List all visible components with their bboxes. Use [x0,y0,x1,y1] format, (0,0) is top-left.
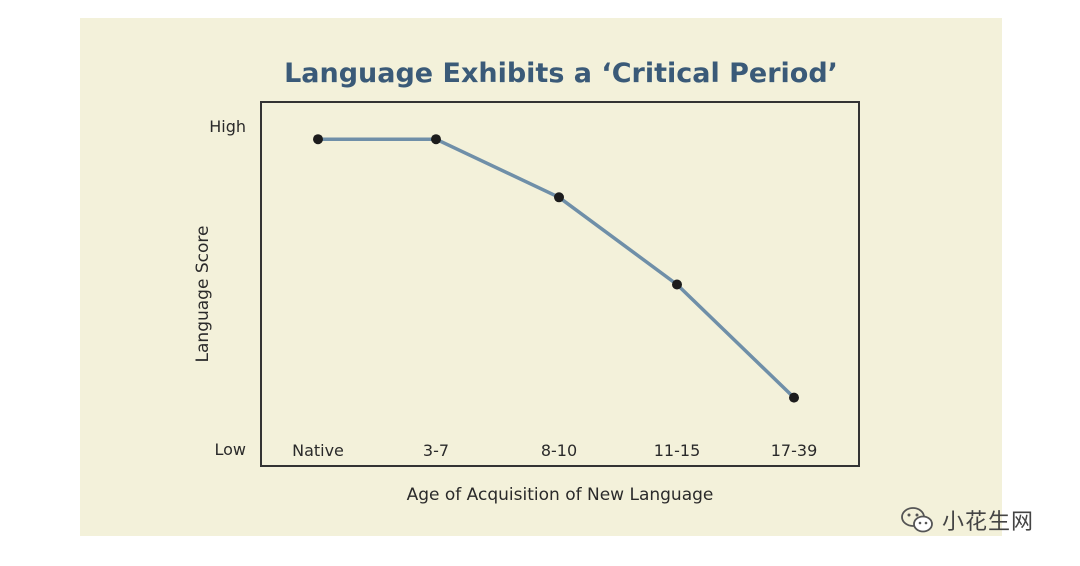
watermark: 小花生网 [900,500,1034,540]
x-tick-label: 3-7 [423,441,449,460]
watermark-text: 小花生网 [942,510,1035,535]
data-point [313,134,323,145]
y-axis-label: Language Score [193,226,213,363]
wechat-icon [901,507,933,533]
series-layer [313,134,799,403]
x-tick-label: Native [292,441,344,460]
x-axis-label: Age of Acquisition of New Language [407,485,714,505]
x-tick-layer: Native 3-7 8-10 11-15 17-39 [292,441,817,460]
data-point [554,192,564,203]
chart-panel: Language Exhibits a ‘Critical Period’ Hi… [80,18,1002,536]
x-tick-label: 17-39 [771,441,818,460]
data-point [431,134,441,145]
line-chart: Language Exhibits a ‘Critical Period’ Hi… [193,58,860,505]
y-level-high: High [209,117,246,136]
series-line [318,137,796,399]
x-tick-label: 8-10 [541,441,577,460]
data-point [672,279,682,290]
x-tick-label: 11-15 [654,441,701,460]
y-level-low: Low [214,440,246,459]
data-point [789,392,799,403]
plot-frame [260,101,860,467]
chart-title: Language Exhibits a ‘Critical Period’ [284,58,838,89]
